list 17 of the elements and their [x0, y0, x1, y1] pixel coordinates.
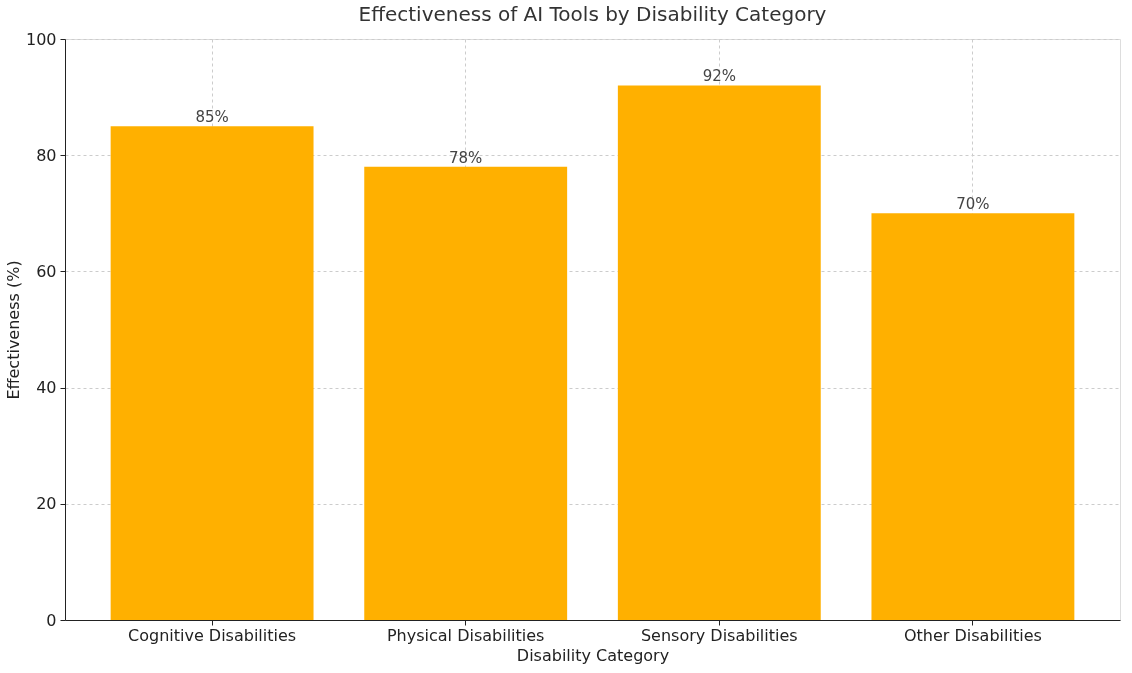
- y-tick-label: 60: [36, 261, 57, 281]
- data-label: 78%: [449, 148, 483, 167]
- x-tick-label: Sensory Disabilities: [640, 625, 798, 645]
- x-tick-label: Cognitive Disabilities: [128, 625, 297, 645]
- x-tick-label: Other Disabilities: [904, 625, 1042, 645]
- y-tick-label: 40: [36, 378, 57, 398]
- x-tick-label: Physical Disabilities: [386, 625, 545, 645]
- y-tick-label: 20: [36, 494, 57, 514]
- y-tick-label: 80: [36, 145, 57, 165]
- data-label: 85%: [195, 108, 229, 127]
- data-label: 70%: [956, 195, 990, 214]
- x-axis-title: Disability Category: [516, 645, 670, 665]
- y-axis-title: Effectiveness (%): [3, 260, 23, 400]
- y-tick-label: 0: [46, 610, 57, 630]
- chart-title: Effectiveness of AI Tools by Disability Category: [358, 2, 827, 26]
- data-label: 92%: [702, 67, 736, 86]
- y-tick-label: 100: [25, 29, 57, 49]
